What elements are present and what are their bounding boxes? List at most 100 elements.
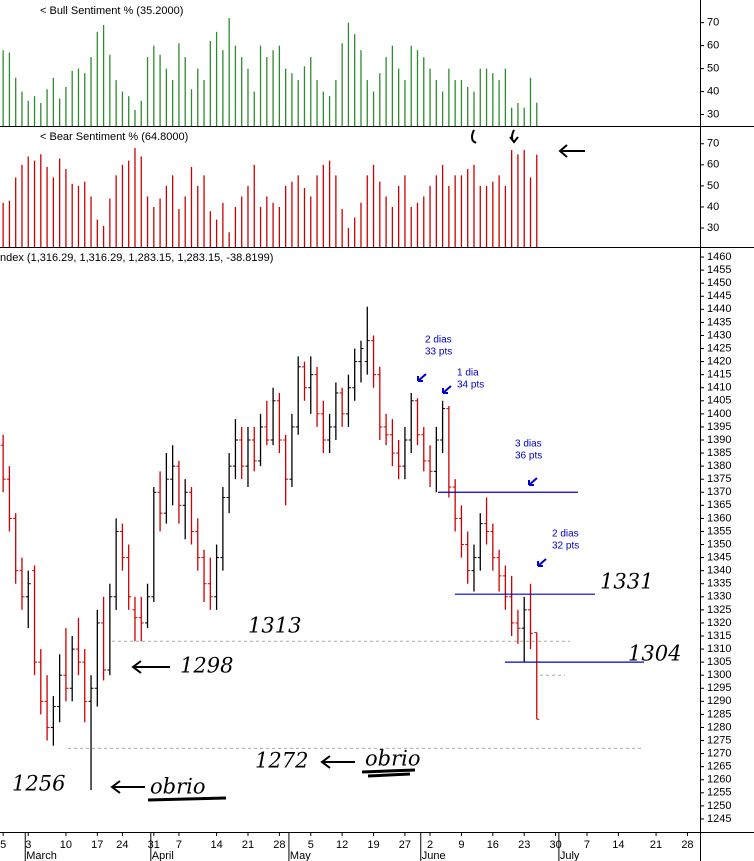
x-tick-label: 24 [116, 839, 128, 851]
y-tick-label: 30 [707, 222, 719, 234]
y-tick-label: 1340 [707, 565, 731, 577]
y-tick-label: 70 [707, 17, 719, 29]
y-tick-label: 1305 [707, 656, 731, 668]
hand-marks [110, 129, 585, 802]
y-tick-label: 1460 [707, 251, 731, 263]
y-tick-label: 70 [707, 138, 719, 150]
arrow [110, 780, 145, 794]
month-label: July [560, 850, 580, 861]
y-tick-label: 1445 [707, 290, 731, 302]
y-tick-label: 1380 [707, 460, 731, 472]
y-tick-label: 1385 [707, 447, 731, 459]
hand-note: 1304 [628, 642, 681, 666]
y-tick-label: 1375 [707, 473, 731, 485]
x-tick-label: 14 [612, 839, 624, 851]
tick-mark [471, 129, 477, 144]
hand-note: obrio [365, 747, 420, 771]
y-tick-label: 60 [707, 159, 719, 171]
annotation-arrow [442, 385, 452, 394]
y-tick-label: 1415 [707, 369, 731, 381]
panel-title: ndex (1,316.29, 1,316.29, 1,283.15, 1,28… [0, 252, 273, 264]
x-tick-label: 28 [273, 839, 285, 851]
x-tick-label: 19 [367, 839, 379, 851]
y-tick-label: 60 [707, 40, 719, 52]
annotation: 2 dias [552, 529, 579, 540]
y-tick-label: 1315 [707, 630, 731, 642]
y-tick-label: 1265 [707, 761, 731, 773]
annotation-arrow [417, 373, 427, 382]
y-tick-label: 1330 [707, 591, 731, 603]
y-tick-label: 1455 [707, 264, 731, 276]
arrow [320, 755, 355, 769]
y-tick-label: 50 [707, 62, 719, 74]
y-tick-label: 1320 [707, 617, 731, 629]
annotation: 36 pts [515, 451, 542, 462]
y-tick-label: 1295 [707, 682, 731, 694]
x-tick-label: 2 [427, 839, 433, 851]
annotation: 32 pts [552, 541, 579, 552]
y-tick-label: 1395 [707, 421, 731, 433]
underline [147, 796, 227, 802]
y-tick-label: 1310 [707, 643, 731, 655]
annotation: 33 pts [425, 347, 452, 358]
x-tick-label: 21 [242, 839, 254, 851]
x-tick-label: 27 [399, 839, 411, 851]
x-tick-label: 17 [91, 839, 103, 851]
hand-note: 1256 [12, 772, 65, 796]
y-tick-label: 1365 [707, 499, 731, 511]
y-tick-label: 1420 [707, 355, 731, 367]
y-tick-label: 1430 [707, 329, 731, 341]
hand-note: 1298 [180, 654, 233, 678]
x-tick-label: 9 [458, 839, 464, 851]
hand-note: 1331 [600, 570, 653, 594]
y-tick-label: 1440 [707, 303, 731, 315]
arrow [131, 660, 170, 674]
month-label: March [26, 850, 57, 861]
x-tick-label: 12 [336, 839, 348, 851]
y-tick-label: 1360 [707, 512, 731, 524]
y-tick-label: 1390 [707, 434, 731, 446]
annotation: 1 dia [457, 368, 479, 379]
y-tick-label: 1425 [707, 342, 731, 354]
y-tick-label: 1355 [707, 525, 731, 537]
x-tick-label: 28 [681, 839, 693, 851]
y-tick-label: 1250 [707, 800, 731, 812]
y-tick-label: 1245 [707, 813, 731, 825]
y-tick-label: 40 [707, 201, 719, 213]
month-label: April [152, 850, 174, 861]
y-tick-label: 50 [707, 180, 719, 192]
month-label: June [422, 850, 446, 861]
month-label: May [290, 850, 311, 861]
y-tick-label: 1335 [707, 578, 731, 590]
underline [361, 768, 416, 778]
x-tick-label: 21 [650, 839, 662, 851]
y-tick-label: 1275 [707, 734, 731, 746]
y-tick-label: 1370 [707, 486, 731, 498]
annotation-arrow [528, 477, 538, 486]
y-tick-label: 1450 [707, 277, 731, 289]
y-tick-label: 1350 [707, 538, 731, 550]
x-tick-label: 7 [584, 839, 590, 851]
y-tick-label: 1405 [707, 395, 731, 407]
y-tick-label: 30 [707, 108, 719, 120]
y-tick-label: 1300 [707, 669, 731, 681]
hand-note: obrio [150, 775, 205, 799]
annotation-arrow [537, 558, 547, 567]
y-tick-label: 1255 [707, 787, 731, 799]
y-tick-label: 40 [707, 85, 719, 97]
y-tick-label: 1280 [707, 721, 731, 733]
x-tick-label: 5 [0, 839, 6, 851]
y-tick-label: 1325 [707, 604, 731, 616]
y-tick-label: 1435 [707, 316, 731, 328]
panel-title: < Bull Sentiment % (35.2000) [40, 5, 183, 17]
annotation: 3 dias [515, 439, 542, 450]
y-tick-label: 1270 [707, 748, 731, 760]
y-tick-label: 1345 [707, 552, 731, 564]
y-tick-label: 1285 [707, 708, 731, 720]
y-tick-label: 1400 [707, 408, 731, 420]
x-tick-label: 7 [176, 839, 182, 851]
annotation: 2 dias [425, 335, 452, 346]
arrow [558, 144, 585, 158]
